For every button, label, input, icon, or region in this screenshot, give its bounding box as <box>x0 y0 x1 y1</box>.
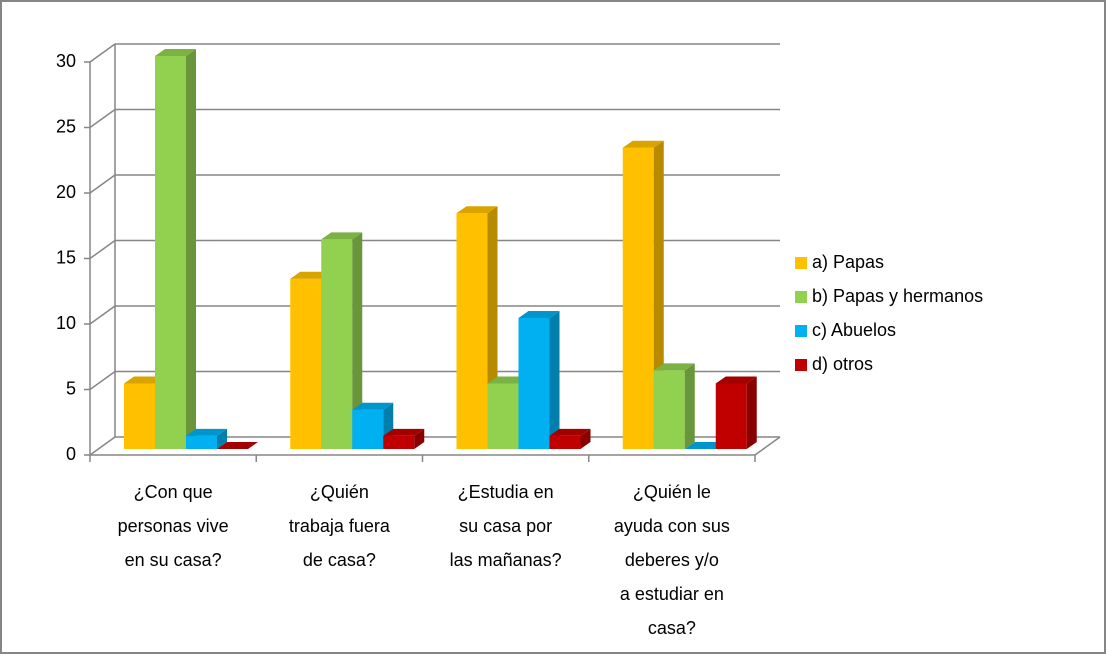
x-tick-label-line: las mañanas? <box>450 550 562 570</box>
bar <box>549 428 591 449</box>
floor-edge <box>754 436 781 456</box>
bar-top <box>383 428 425 436</box>
x-tick-label-line: a estudiar en <box>620 584 724 604</box>
grid-line <box>89 436 116 456</box>
legend-label: c) Abuelos <box>812 320 896 340</box>
bar <box>186 428 227 449</box>
bar-side <box>352 232 363 449</box>
grid-line <box>89 239 116 260</box>
legend-swatch <box>795 325 807 337</box>
bar-front <box>155 56 186 449</box>
x-tick-label: ¿Estudia en su casa por las mañanas? <box>450 482 562 570</box>
y-tick-label: 5 <box>66 378 76 398</box>
y-tick-label: 15 <box>56 247 76 267</box>
bar-top <box>290 271 332 279</box>
bar-top <box>549 428 591 436</box>
legend-label: a) Papas <box>812 252 884 272</box>
bar <box>321 232 363 449</box>
bar-top <box>186 428 227 436</box>
x-tick-label-line: en su casa? <box>125 550 222 570</box>
x-tick-label-line: su casa por <box>459 516 552 536</box>
bar-top <box>622 140 664 148</box>
bar-side <box>684 363 695 449</box>
x-tick-label-line: ¿Quién <box>310 482 369 502</box>
bar-top <box>684 442 726 449</box>
x-tick-label-line: personas vive <box>118 516 229 536</box>
y-tick-label: 10 <box>56 313 76 333</box>
grid-line <box>89 43 116 63</box>
bar-side <box>549 311 560 449</box>
legend-swatch <box>795 257 807 269</box>
x-tick-label: ¿Con que personas vive en su casa? <box>118 482 229 570</box>
bar <box>518 311 560 449</box>
bar-top <box>124 376 165 384</box>
bar-front <box>383 435 415 449</box>
bar-front <box>487 383 519 449</box>
bar-top <box>518 311 560 318</box>
bar-top <box>155 49 196 56</box>
bar-top <box>321 232 363 240</box>
legend-swatch <box>795 359 807 371</box>
bar-top <box>715 376 757 384</box>
bar <box>684 442 726 449</box>
x-tick-label: ¿Quién le ayuda con sus deberes y/o a estud… <box>614 482 730 638</box>
legend-label: b) Papas y hermanos <box>812 286 983 306</box>
bar-top <box>352 402 394 410</box>
grid-line <box>89 305 116 325</box>
bar-side <box>186 49 196 449</box>
y-tick-label: 0 <box>66 444 76 464</box>
bar-side <box>580 428 591 449</box>
bar-side <box>746 376 757 449</box>
x-tick-label-line: trabaja fuera <box>289 516 391 536</box>
bar-front <box>290 278 322 449</box>
bar-front <box>186 435 217 449</box>
grid-line <box>89 108 116 129</box>
y-tick-label: 30 <box>56 51 76 71</box>
bar-front <box>352 409 384 449</box>
bar-top <box>653 363 695 371</box>
bar <box>217 442 258 449</box>
x-tick-label-line: deberes y/o <box>625 550 719 570</box>
bar-top <box>487 376 529 384</box>
bar <box>155 49 196 449</box>
legend-label: d) otros <box>812 354 873 374</box>
bar <box>715 376 757 449</box>
bar-side <box>414 428 425 449</box>
x-tick-label-line: ¿Quién le <box>633 482 711 502</box>
bar-top <box>456 206 498 214</box>
bar-side <box>217 428 227 449</box>
grid-line <box>89 370 116 391</box>
x-tick-label-line: ¿Con que <box>134 482 213 502</box>
y-tick-label: 20 <box>56 182 76 202</box>
x-tick-label: ¿Quién trabaja fuera de casa? <box>289 482 391 570</box>
bar-front <box>456 213 488 449</box>
bar-front <box>622 147 654 449</box>
bar <box>653 363 695 449</box>
bar-front <box>549 435 581 449</box>
y-tick-label: 25 <box>56 116 76 136</box>
x-tick-label-line: de casa? <box>303 550 376 570</box>
bar-front <box>124 383 155 449</box>
bar-front <box>653 370 685 449</box>
x-tick-label-line: casa? <box>648 618 696 638</box>
grid-line <box>89 174 116 194</box>
bar-front <box>518 318 550 449</box>
bar <box>383 428 425 449</box>
legend-swatch <box>795 291 807 303</box>
x-tick-label-line: ayuda con sus <box>614 516 730 536</box>
x-tick-label-line: ¿Estudia en <box>458 482 554 502</box>
bar-top <box>217 442 258 449</box>
bar-front <box>715 383 747 449</box>
bar-front <box>321 239 353 449</box>
